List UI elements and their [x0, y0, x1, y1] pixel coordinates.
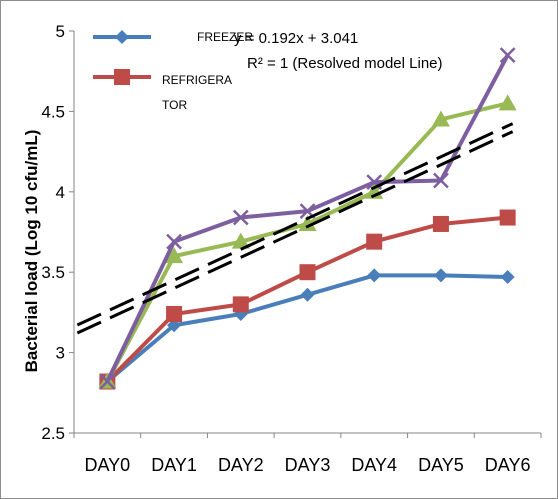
x-tick-label: DAY6	[485, 455, 531, 475]
y-tick-label: 3.5	[41, 263, 65, 282]
y-tick-label: 4	[56, 183, 65, 202]
x-tick-label: DAY3	[285, 455, 331, 475]
series-1-point	[166, 306, 183, 323]
trendline-dash-lower	[76, 130, 514, 335]
legend-freezer-marker	[115, 30, 129, 44]
series-0-point	[500, 270, 515, 285]
series-2-point	[298, 214, 317, 231]
legend-refrigerator-label-line2: TOR	[162, 98, 187, 112]
series-3-point	[166, 233, 182, 250]
series	[98, 47, 517, 390]
series-0-point	[300, 287, 315, 302]
trendline-r2: R² = 1 (Resolved model Line)	[247, 55, 443, 72]
trendline-annotation: y = 0.192x + 3.041 R² = 1 (Resolved mode…	[234, 30, 443, 72]
x-tick-label: DAY4	[351, 455, 397, 475]
trendline-dash-upper	[76, 122, 514, 327]
series-2-point	[165, 247, 184, 264]
series-0-point	[433, 268, 448, 283]
series-2-point	[231, 232, 250, 249]
series-1-point	[232, 296, 249, 313]
legend-refrigerator-marker	[114, 69, 130, 85]
trendline-equation: y = 0.192x + 3.041	[234, 30, 358, 47]
series-2-line	[105, 101, 509, 383]
y-tick-label: 2.5	[41, 424, 65, 443]
legend-refrigerator-label-line1: REFRIGERA	[162, 73, 232, 87]
series-3	[99, 47, 516, 390]
series-3-point	[99, 373, 116, 390]
series-2	[98, 94, 517, 389]
series-1-point	[366, 233, 383, 250]
y-tick-label: 4.5	[41, 102, 65, 121]
y-axis-title: Bacterial load (Log 10 cfu/mL)	[22, 130, 41, 373]
series-2-point	[431, 110, 450, 127]
series-1-point	[299, 264, 316, 281]
series-3-point	[433, 172, 449, 189]
x-tick-label: DAY0	[85, 455, 131, 475]
x-tick-label: DAY2	[218, 455, 264, 475]
series-2-point	[498, 94, 517, 111]
series-1-point	[432, 215, 449, 232]
ticks: 2.5 3 3.5 4 4.5 5 DAY0 DAY1 DAY2 DAY3 DAY4 DAY5 DAY6	[41, 22, 542, 475]
legend: FREEZER REFRIGERA TOR	[93, 30, 253, 112]
y-tick-label: 5	[56, 22, 65, 41]
axes	[73, 31, 541, 434]
y-tick-label: 3	[56, 344, 65, 363]
series-3-point	[232, 209, 249, 226]
series-0-point	[367, 268, 382, 283]
x-tick-label: DAY5	[418, 455, 464, 475]
legend-freezer-label: FREEZER	[197, 30, 253, 44]
series-3-point	[499, 47, 516, 64]
x-tick-label: DAY1	[151, 455, 197, 475]
trendline	[76, 122, 514, 335]
series-1-point	[499, 209, 516, 226]
